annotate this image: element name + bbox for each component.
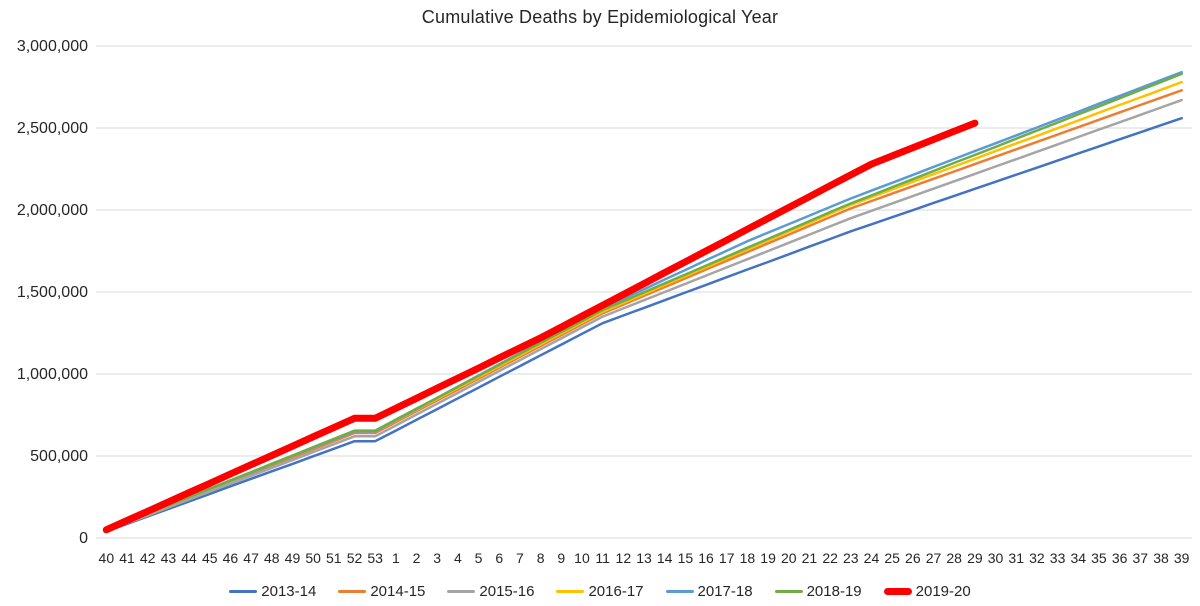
x-tick-label: 7: [516, 550, 524, 566]
x-tick-label: 50: [305, 550, 321, 566]
x-tick-label: 17: [719, 550, 735, 566]
legend-label: 2018-19: [806, 583, 862, 600]
x-tick-label: 19: [760, 550, 776, 566]
x-tick-label: 32: [1029, 550, 1045, 566]
x-tick-label: 39: [1174, 550, 1190, 566]
x-tick-label: 10: [574, 550, 590, 566]
x-tick-label: 44: [181, 550, 197, 566]
x-tick-label: 36: [1112, 550, 1128, 566]
x-tick-label: 33: [1050, 550, 1066, 566]
legend-item-2016-17: 2016-17: [556, 583, 644, 600]
x-tick-label: 15: [678, 550, 694, 566]
legend-item-2019-20: 2019-20: [883, 583, 971, 600]
legend-label: 2019-20: [915, 583, 971, 600]
series-line-2013-14: [105, 116, 1183, 533]
legend: 2013-14 2014-15 2015-16 2016-17 2017-18 2018-…: [0, 583, 1200, 600]
legend-swatch-2017-18: [665, 590, 694, 593]
legend-swatch-2016-17: [556, 590, 585, 593]
legend-item-2015-16: 2015-16: [447, 583, 534, 600]
x-tick-label: 3: [433, 550, 441, 566]
legend-item-2013-14: 2013-14: [229, 583, 316, 600]
x-tick-label: 21: [802, 550, 818, 566]
x-tick-label: 42: [140, 550, 156, 566]
legend-item-2018-19: 2018-19: [774, 583, 862, 600]
legend-swatch-2019-20: [883, 588, 912, 595]
x-tick-label: 53: [367, 550, 383, 566]
x-tick-label: 31: [1008, 550, 1024, 566]
y-tick-label: 0: [79, 530, 88, 547]
x-tick-label: 2: [413, 550, 421, 566]
legend-swatch-2014-15: [338, 590, 367, 593]
y-tick-label: 500,000: [30, 448, 88, 465]
x-tick-label: 52: [347, 550, 363, 566]
x-tick-label: 29: [967, 550, 983, 566]
x-tick-label: 27: [926, 550, 942, 566]
x-tick-label: 41: [119, 550, 135, 566]
x-tick-label: 1: [392, 550, 400, 566]
y-tick-label: 2,000,000: [17, 202, 88, 219]
legend-item-2017-18: 2017-18: [665, 583, 753, 600]
x-tick-label: 25: [884, 550, 900, 566]
x-tick-label: 6: [495, 550, 503, 566]
y-tick-label: 2,500,000: [17, 120, 88, 137]
x-tick-label: 4: [454, 550, 462, 566]
x-tick-label: 47: [243, 550, 259, 566]
series-line-2016-17: [105, 80, 1183, 532]
x-tick-label: 18: [740, 550, 756, 566]
x-tick-label: 23: [843, 550, 859, 566]
chart-title: Cumulative Deaths by Epidemiological Yea…: [421, 7, 779, 27]
legend-label: 2014-15: [370, 583, 426, 600]
x-tick-label: 38: [1153, 550, 1169, 566]
x-tick-label: 28: [946, 550, 962, 566]
x-tick-label: 37: [1133, 550, 1149, 566]
x-tick-label: 48: [264, 550, 280, 566]
x-tick-label: 45: [202, 550, 218, 566]
x-tick-label: 12: [616, 550, 632, 566]
x-tick-label: 46: [223, 550, 239, 566]
x-tick-label: 14: [657, 550, 673, 566]
x-tick-label: 49: [285, 550, 301, 566]
legend-label: 2016-17: [588, 583, 644, 600]
y-tick-label: 1,000,000: [17, 366, 88, 383]
legend-label: 2013-14: [261, 583, 317, 600]
x-tick-label: 34: [1070, 550, 1086, 566]
y-tick-label: 3,000,000: [17, 38, 88, 55]
x-tick-label: 40: [99, 550, 115, 566]
x-tick-label: 51: [326, 550, 342, 566]
legend-label: 2017-18: [697, 583, 753, 600]
legend-swatch-2013-14: [229, 590, 258, 593]
legend-item-2014-15: 2014-15: [338, 583, 425, 600]
x-tick-label: 5: [475, 550, 483, 566]
x-tick-label: 30: [988, 550, 1004, 566]
x-tick-label: 11: [595, 550, 610, 566]
x-tick-label: 9: [557, 550, 565, 566]
x-tick-label: 22: [822, 550, 838, 566]
series-line-2018-19: [105, 72, 1183, 532]
x-tick-label: 16: [698, 550, 714, 566]
x-tick-label: 24: [864, 550, 880, 566]
legend-swatch-2018-19: [774, 590, 803, 593]
legend-label: 2015-16: [479, 583, 535, 600]
x-tick-label: 8: [537, 550, 545, 566]
legend-swatch-2015-16: [447, 590, 476, 593]
x-tick-label: 26: [905, 550, 921, 566]
x-tick-label: 43: [161, 550, 177, 566]
x-tick-label: 20: [781, 550, 797, 566]
x-tick-label: 35: [1091, 550, 1107, 566]
series-line-2019-20: [102, 119, 979, 534]
y-tick-label: 1,500,000: [17, 284, 88, 301]
series-line-2015-16: [105, 98, 1183, 533]
x-tick-label: 13: [636, 550, 652, 566]
